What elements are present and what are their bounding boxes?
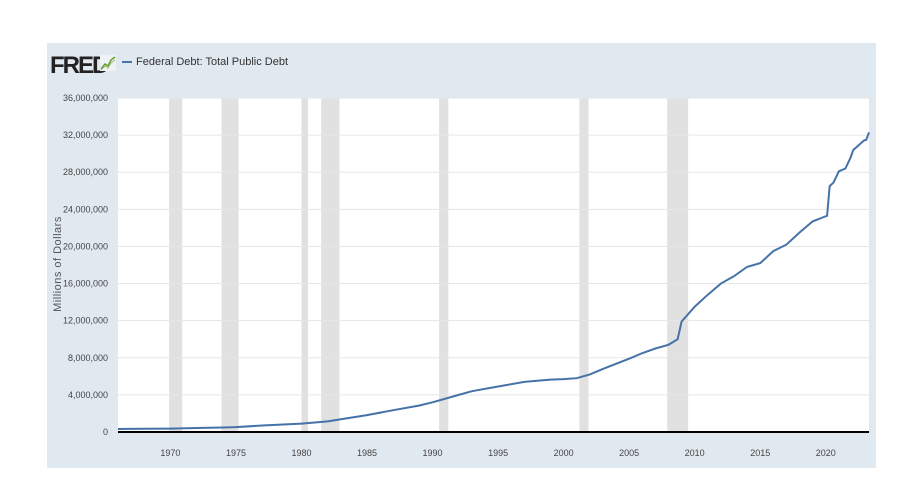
fred-graph-icon [100, 55, 116, 71]
x-tick-label: 2015 [750, 448, 770, 458]
x-tick-label: 2000 [554, 448, 574, 458]
y-tick-label: 16,000,000 [63, 279, 108, 289]
x-tick-label: 1970 [160, 448, 180, 458]
x-tick-label: 1985 [357, 448, 377, 458]
recession-band [439, 98, 449, 432]
legend-label: Federal Debt: Total Public Debt [136, 56, 289, 68]
x-tick-label: 1975 [226, 448, 246, 458]
legend: Federal Debt: Total Public Debt [122, 56, 288, 68]
recession-band [321, 98, 340, 432]
recession-band [301, 98, 309, 432]
y-tick-label: 36,000,000 [63, 93, 108, 103]
y-tick-label: 0 [103, 427, 108, 437]
legend-swatch [122, 61, 132, 63]
y-tick-label: 24,000,000 [63, 204, 108, 214]
x-tick-label: 2005 [619, 448, 639, 458]
fred-logo[interactable]: FRED [50, 52, 109, 79]
y-tick-label: 32,000,000 [63, 130, 108, 140]
y-tick-label: 12,000,000 [63, 316, 108, 326]
y-tick-label: 4,000,000 [68, 390, 108, 400]
recession-band [221, 98, 239, 432]
recession-band [667, 98, 689, 432]
x-tick-label: 2010 [685, 448, 705, 458]
series-line [117, 131, 870, 431]
x-tick-label: 1980 [291, 448, 311, 458]
recession-band [169, 98, 183, 432]
plot-area [118, 98, 869, 432]
recession-band [579, 98, 589, 432]
y-tick-label: 20,000,000 [63, 241, 108, 251]
y-tick-label: 8,000,000 [68, 353, 108, 363]
x-tick-label: 1990 [423, 448, 443, 458]
x-tick-label: 1995 [488, 448, 508, 458]
x-tick-label: 2020 [816, 448, 836, 458]
y-tick-label: 28,000,000 [63, 167, 108, 177]
